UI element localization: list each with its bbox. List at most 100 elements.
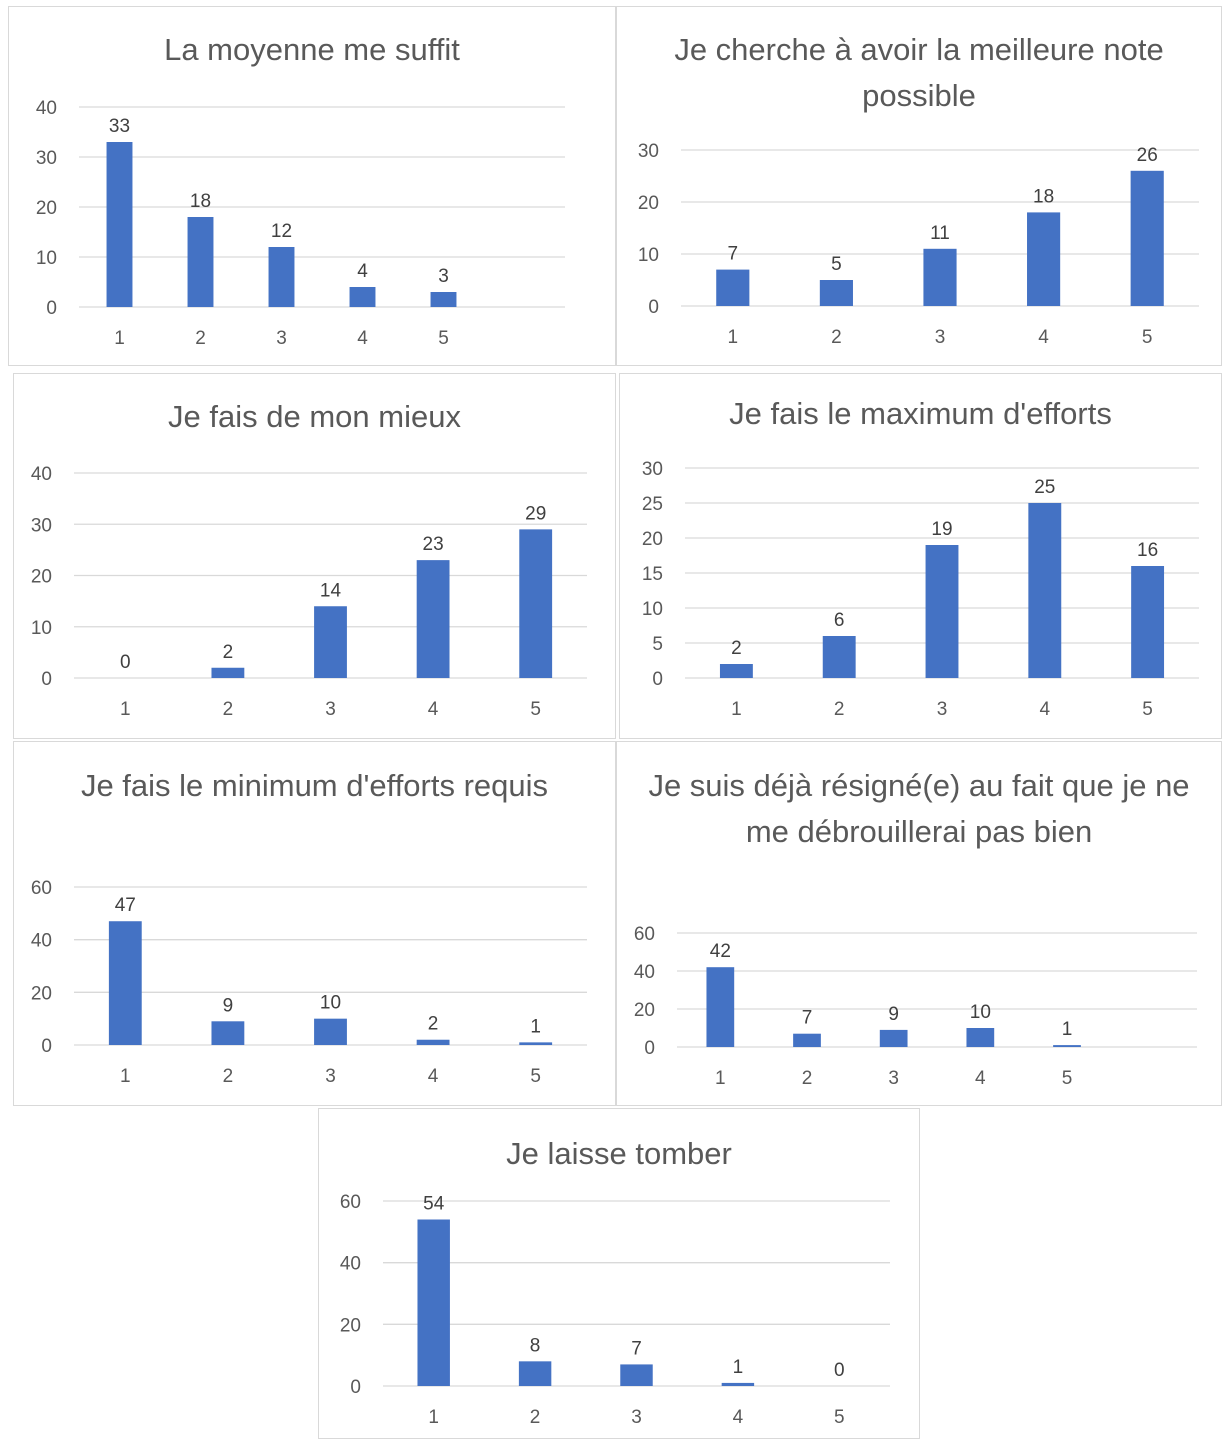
chart-plot: 0 20 40 60 47 1 9 2 10 3 2 4 1 5 [31,878,587,1087]
data-label: 5 [831,254,842,275]
data-label: 42 [710,941,731,962]
chart-title: La moyenne me suffit [164,32,460,67]
x-tick-label: 3 [935,327,946,348]
data-label: 18 [1033,186,1054,207]
x-tick-label: 5 [1142,699,1153,720]
y-tick-label: 40 [340,1254,361,1275]
y-tick-label: 30 [638,141,659,162]
bar [879,1029,908,1047]
bar [1027,212,1061,306]
bar [716,269,750,306]
x-tick-label: 1 [731,699,742,720]
x-tick-label: 4 [1038,327,1049,348]
data-label: 6 [834,610,845,631]
x-tick-label: 4 [1040,699,1051,720]
bar [416,1039,450,1045]
data-label: 2 [428,1014,439,1035]
y-tick-label: 60 [31,878,52,899]
bar [1131,566,1165,678]
x-tick-label: 3 [325,699,336,720]
x-tick-label: 5 [1062,1068,1073,1089]
x-tick-label: 2 [530,1407,541,1428]
chart-title: Je laisse tomber [506,1136,732,1171]
y-tick-label: 5 [652,634,663,655]
data-label: 10 [320,993,341,1014]
chart-title: Je fais de mon mieux [168,399,461,434]
y-tick-label: 0 [644,1038,655,1059]
y-tick-label: 30 [642,459,663,480]
y-tick-label: 40 [31,931,52,952]
x-tick-label: 5 [530,1066,541,1087]
y-tick-label: 25 [642,494,663,515]
data-label: 10 [970,1002,991,1023]
data-label: 0 [834,1360,845,1381]
y-tick-label: 10 [36,248,57,269]
data-label: 4 [357,261,368,282]
y-tick-label: 20 [36,198,57,219]
x-tick-label: 2 [834,699,845,720]
chart-panel-7: Je laisse tomber 0 20 40 60 54 1 8 2 7 3 1 4 0 5 [318,1108,920,1439]
chart-plot: 0 10 20 30 40 33 1 18 2 12 3 4 4 3 5 [36,98,565,349]
x-tick-label: 1 [728,327,739,348]
bar [430,292,457,307]
data-label: 47 [115,895,136,916]
bar [349,287,376,307]
x-tick-label: 1 [715,1068,726,1089]
bar [966,1028,995,1047]
bar [706,967,735,1047]
y-tick-label: 60 [634,924,655,945]
y-tick-label: 0 [652,669,663,690]
x-tick-label: 2 [223,699,234,720]
y-tick-label: 10 [642,599,663,620]
data-label: 7 [728,244,739,265]
y-tick-label: 20 [638,193,659,214]
y-tick-label: 20 [340,1315,361,1336]
x-tick-label: 4 [975,1068,986,1089]
data-label: 1 [733,1357,744,1378]
x-tick-label: 1 [120,699,131,720]
x-tick-label: 4 [428,699,439,720]
bar [108,921,142,1045]
bar [187,217,214,307]
x-tick-label: 3 [276,328,287,349]
data-label: 7 [802,1008,813,1029]
data-label: 9 [888,1004,899,1025]
bar [1028,503,1062,678]
chart-panel-3: Je fais de mon mieux 0 10 20 30 40 0 1 2 2 14 3 23 4… [13,373,616,739]
y-tick-label: 30 [31,515,52,536]
data-label: 2 [731,638,742,659]
bar [925,545,959,678]
bar [719,664,753,678]
bar [417,1219,450,1386]
y-tick-label: 20 [31,567,52,588]
y-tick-label: 40 [634,962,655,983]
y-tick-label: 20 [634,1000,655,1021]
y-tick-label: 40 [36,98,57,119]
data-label: 33 [109,116,130,137]
bar [793,1033,821,1047]
data-label: 16 [1137,540,1158,561]
y-tick-label: 30 [36,148,57,169]
bar [519,1042,553,1045]
bar [822,636,856,678]
chart-panel-5: Je fais le minimum d'efforts requis 0 20 4… [13,741,616,1106]
bar [721,1382,755,1386]
chart-plot: 0 10 20 30 40 0 1 2 2 14 3 23 4 29 5 [31,464,587,720]
data-label: 8 [530,1335,541,1356]
chart-title: Je cherche à avoir la meilleure note pos… [674,32,1164,113]
data-label: 7 [631,1338,642,1359]
chart-panel-4: Je fais le maximum d'efforts 0 5 10 15 20 25 3… [619,373,1222,739]
bar [314,1018,347,1045]
y-tick-label: 0 [46,298,57,319]
bar [211,1021,245,1045]
bar [268,247,295,307]
x-tick-label: 2 [223,1066,234,1087]
data-label: 0 [120,652,131,673]
data-label: 9 [223,995,234,1016]
y-tick-label: 0 [350,1377,361,1398]
y-tick-label: 0 [41,1036,52,1057]
bar [314,606,347,678]
data-label: 18 [190,191,211,212]
x-tick-label: 2 [802,1068,813,1089]
